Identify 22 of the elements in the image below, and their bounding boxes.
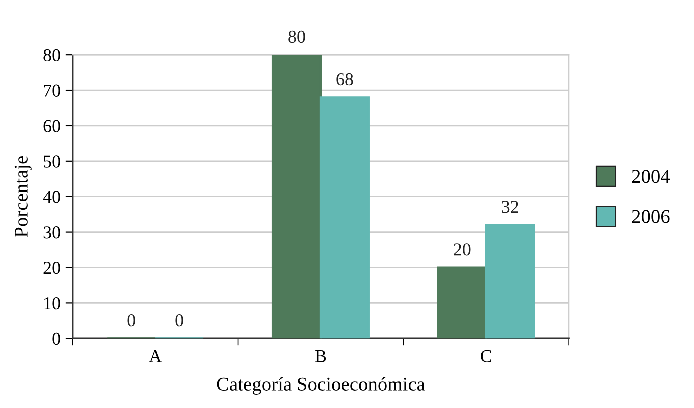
x-axis-title: Categoría Socioeconómica — [217, 377, 426, 395]
legend-label: 2004 — [632, 170, 670, 184]
y-tick-label: 20 — [44, 262, 60, 274]
data-label: 0 — [128, 314, 136, 327]
y-tick-label: 0 — [52, 332, 60, 346]
y-tick-label: 60 — [44, 120, 60, 132]
data-label: 0 — [176, 314, 184, 327]
y-tick-label: 50 — [44, 156, 60, 168]
y-axis-title: Porcentaje — [14, 156, 32, 238]
y-tick-label: 10 — [44, 297, 60, 310]
x-tick-label: A — [149, 350, 162, 362]
data-label: 20 — [454, 244, 471, 256]
data-label: 80 — [288, 30, 306, 44]
x-tick-label: C — [481, 350, 492, 362]
x-tick-label: B — [315, 350, 326, 362]
y-tick-label: 30 — [44, 226, 60, 239]
y-tick-label: 70 — [44, 84, 60, 97]
data-label: 68 — [336, 73, 354, 86]
legend-label: 2006 — [632, 210, 670, 224]
y-tick-label: 40 — [43, 191, 60, 204]
data-label: 32 — [502, 201, 518, 214]
y-tick-label: 80 — [44, 49, 60, 62]
